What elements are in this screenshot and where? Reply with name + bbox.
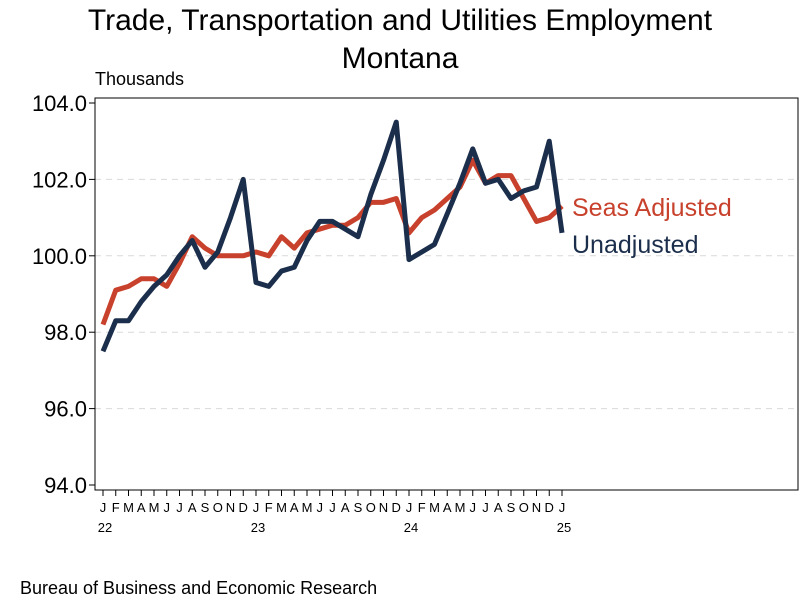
x-year-label: 24 xyxy=(404,520,418,535)
x-year-label: 23 xyxy=(251,520,265,535)
source-credit: Bureau of Business and Economic Research xyxy=(20,578,377,598)
x-tick-label: S xyxy=(507,500,516,515)
x-tick-label: M xyxy=(149,500,160,515)
x-tick-label: A xyxy=(341,500,350,515)
chart-title-line2: Montana xyxy=(342,42,459,75)
x-tick-label: J xyxy=(100,500,107,515)
chart-title-line1: Trade, Transportation and Utilities Empl… xyxy=(88,4,713,37)
x-tick-label: M xyxy=(123,500,134,515)
y-axis: 94.0 96.0 98.0 100.0 102.0 104.0 xyxy=(32,91,95,498)
x-tick-label: J xyxy=(329,500,336,515)
x-tick-label: A xyxy=(188,500,197,515)
x-year-label: 22 xyxy=(98,520,112,535)
x-tick-label: A xyxy=(290,500,299,515)
x-tick-label: J xyxy=(176,500,183,515)
x-tick-label: M xyxy=(429,500,440,515)
series-line-unadjusted xyxy=(100,119,565,353)
x-tick-label: O xyxy=(213,500,223,515)
x-year-label: 25 xyxy=(557,520,571,535)
x-tick-label: M xyxy=(455,500,466,515)
x-tick-label: J xyxy=(253,500,260,515)
y-tick-label: 94.0 xyxy=(44,473,87,498)
x-tick-label: N xyxy=(226,500,235,515)
series-lines xyxy=(100,119,565,353)
series-label-seas-adjusted: Seas Adjusted xyxy=(572,194,732,222)
plot-frame xyxy=(94,97,799,491)
x-tick-label: F xyxy=(418,500,426,515)
x-tick-label: D xyxy=(392,500,401,515)
x-tick-label: N xyxy=(532,500,541,515)
x-tick-label: O xyxy=(519,500,529,515)
x-tick-label: S xyxy=(354,500,363,515)
y-tick-label: 100.0 xyxy=(32,244,87,269)
x-tick-label: J xyxy=(470,500,477,515)
x-tick-label: D xyxy=(545,500,554,515)
x-tick-label: J xyxy=(317,500,324,515)
y-tick-label: 96.0 xyxy=(44,397,87,422)
x-tick-label: A xyxy=(137,500,146,515)
x-tick-label: N xyxy=(379,500,388,515)
y-tick-label: 104.0 xyxy=(32,91,87,116)
x-tick-label: J xyxy=(482,500,489,515)
x-tick-label: D xyxy=(239,500,248,515)
x-tick-label: O xyxy=(366,500,376,515)
y-tick-label: 102.0 xyxy=(32,167,87,192)
x-axis: J F M A M J J A S O N D J F M A M J J A S O N D J F M A M J J A S O N D J22 2… xyxy=(98,490,571,535)
x-tick-label: A xyxy=(494,500,503,515)
x-tick-label: F xyxy=(112,500,120,515)
x-tick-label: F xyxy=(265,500,273,515)
series-label-unadjusted: Unadjusted xyxy=(572,231,698,259)
gridlines xyxy=(95,178,798,410)
x-tick-label: A xyxy=(443,500,452,515)
y-tick-label: 98.0 xyxy=(44,320,87,345)
x-tick-label: J xyxy=(406,500,413,515)
x-tick-label: J xyxy=(559,500,566,515)
x-tick-label: J xyxy=(164,500,171,515)
x-tick-label: S xyxy=(201,500,210,515)
x-tick-label: M xyxy=(302,500,313,515)
y-axis-label: Thousands xyxy=(95,69,184,89)
series-line-seas-adjusted xyxy=(100,157,564,326)
x-tick-label: M xyxy=(276,500,287,515)
